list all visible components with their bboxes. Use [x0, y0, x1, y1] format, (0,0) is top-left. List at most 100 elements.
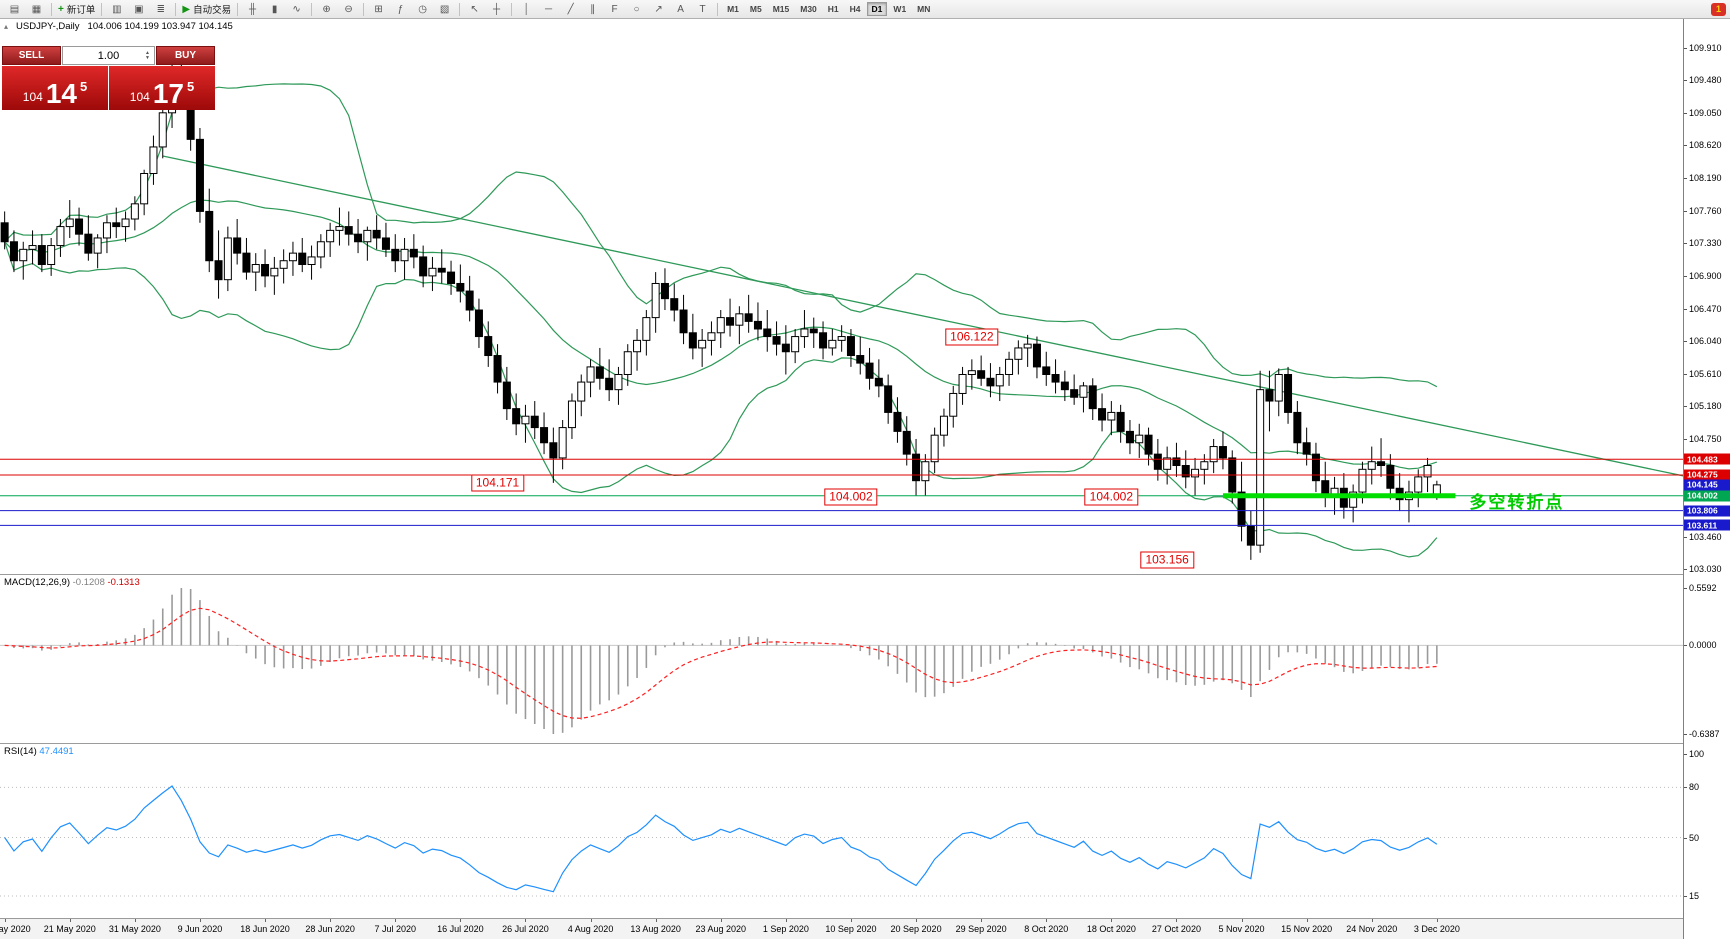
line-chart-button[interactable]: ∿	[286, 2, 307, 17]
market-watch-button[interactable]: ▥	[106, 2, 127, 17]
horizontal-line-objects	[0, 458, 1683, 526]
turning-point-label[interactable]: 多空转折点	[1469, 493, 1565, 513]
bar-chart-button[interactable]: ╫	[242, 2, 263, 17]
trendline-button[interactable]: ╱	[560, 2, 581, 17]
scale-tick-mark	[1684, 80, 1687, 82]
tile-windows-button[interactable]: ⊞	[368, 2, 389, 17]
price-box-103.806: 103.806	[1684, 505, 1730, 517]
price-tick-label: 103.030	[1689, 564, 1722, 575]
tf-h1-button[interactable]: H1	[827, 4, 839, 14]
notifications-badge[interactable]: 1	[1711, 2, 1726, 16]
zoom-out-button[interactable]: ⊖	[338, 2, 359, 17]
volume-up-icon[interactable]: ▲	[145, 49, 150, 56]
price-tick-label: 106.040	[1689, 336, 1722, 347]
tf-m30-button[interactable]: M30	[800, 4, 817, 14]
tf-w1-button[interactable]: W1	[893, 4, 907, 14]
equidistant-channel-button[interactable]: ∥	[582, 2, 603, 17]
sell-button[interactable]: SELL	[2, 46, 61, 65]
rsi-pane	[0, 785, 1683, 897]
zoom-in-button[interactable]: ⊕	[316, 2, 337, 17]
indicators-icon: ƒ	[397, 3, 404, 15]
horizontal-line-button[interactable]: ─	[538, 2, 559, 17]
price-tick-label: 105.610	[1689, 368, 1722, 379]
time-tick-mark	[981, 919, 983, 922]
time-tick-label: 1 Sep 2020	[762, 924, 809, 934]
price-annotation-104.002[interactable]: 104.002	[1084, 488, 1139, 506]
bid-pips: 14	[45, 78, 77, 109]
price-scale[interactable]: 109.910 109.480 109.050 108.620 108.190 107.7…	[1683, 18, 1730, 939]
new-chart-button[interactable]: ▤	[4, 2, 25, 17]
scale-tick-mark	[1684, 837, 1687, 839]
price-tick-label: 106.470	[1689, 303, 1722, 314]
vertical-line-button[interactable]: │	[516, 2, 537, 17]
periods-icon: ◷	[418, 3, 427, 15]
arrow-tools-button[interactable]: ↗	[648, 2, 669, 17]
price-annotation-104.171[interactable]: 104.171	[470, 474, 525, 492]
toolbar-separator	[363, 2, 365, 16]
time-tick-label: 9 Jun 2020	[177, 924, 223, 934]
scale-tick-mark	[1684, 112, 1687, 114]
price-box-104.275: 104.275	[1684, 469, 1730, 481]
templates-button[interactable]: ▧	[434, 2, 455, 17]
volume-down-icon[interactable]: ▼	[145, 54, 150, 61]
scale-tick-mark	[1684, 588, 1687, 589]
scale-tick-mark	[1684, 308, 1687, 310]
price-annotation-103.156[interactable]: 103.156	[1140, 551, 1194, 569]
time-axis[interactable]: 12 May 2020 21 May 2020 31 May 2020 9 Jun 2…	[0, 919, 1683, 939]
tf-d1-button[interactable]: D1	[866, 2, 888, 16]
data-window-button[interactable]: ▣	[128, 2, 149, 17]
macd-main-value: -0.1208	[72, 577, 105, 588]
toolbar-separator	[511, 2, 513, 16]
tf-h4-button[interactable]: H4	[849, 4, 861, 14]
periods-button[interactable]: ◷	[412, 2, 433, 17]
time-tick-mark	[1241, 919, 1243, 922]
price-tick-label: 109.910	[1689, 42, 1722, 53]
buy-button[interactable]: BUY	[156, 46, 215, 65]
main-chart-pane	[0, 52, 1683, 560]
tf-m5-button[interactable]: M5	[749, 4, 762, 14]
zoom-out-icon: ⊖	[344, 3, 353, 15]
time-tick-mark	[1176, 919, 1178, 922]
time-tick-label: 27 Oct 2020	[1151, 924, 1201, 934]
macd-pane	[0, 588, 1683, 734]
price-annotation-106.122[interactable]: 106.122	[945, 328, 999, 346]
price-tick-label: 104.750	[1689, 433, 1722, 444]
time-tick-label: 26 Jul 2020	[502, 924, 549, 934]
time-tick-label: 4 Aug 2020	[567, 924, 614, 934]
text-label-button[interactable]: T	[692, 2, 713, 17]
crosshair-button[interactable]: ┼	[486, 2, 507, 17]
toolbar-separator	[717, 2, 719, 16]
navigator-button[interactable]: ≣	[150, 2, 171, 17]
time-tick-mark	[1046, 919, 1048, 922]
ask-point: 5	[186, 79, 195, 94]
tf-m1-button[interactable]: M1	[727, 4, 739, 14]
time-tick-label: 15 Nov 2020	[1281, 924, 1333, 934]
text-button[interactable]: A	[670, 2, 691, 17]
candlestick-chart-button[interactable]: ▮	[264, 2, 285, 17]
price-tick-label: 105.180	[1689, 401, 1722, 412]
pane-divider-macd[interactable]	[0, 574, 1730, 575]
volume-spin-icons[interactable]: ▲ ▼	[142, 47, 153, 64]
oneclick-collapse-icon[interactable]: ▴	[4, 22, 9, 31]
new-order-button[interactable]: + 新订单	[56, 2, 97, 17]
cursor-button[interactable]: ↖	[464, 2, 485, 17]
chart-profiles-button[interactable]: ▦	[26, 2, 47, 17]
indicators-button[interactable]: ƒ	[390, 2, 411, 17]
bid-point: 5	[79, 79, 88, 94]
volume-stepper[interactable]: 1.00 ▲ ▼	[62, 46, 155, 65]
fibonacci-button[interactable]: F	[604, 2, 625, 17]
shapes-button[interactable]: ○	[626, 2, 647, 17]
bollinger-bands	[4, 83, 1438, 558]
time-tick-mark	[850, 919, 852, 922]
time-tick-mark	[720, 919, 722, 922]
time-tick-label: 28 Jun 2020	[305, 924, 355, 934]
tf-mn-button[interactable]: MN	[917, 4, 931, 14]
time-tick-label: 12 May 2020	[0, 924, 31, 934]
pane-divider-rsi[interactable]	[0, 743, 1730, 744]
autotrading-button[interactable]: ▶ 自动交易	[180, 2, 233, 17]
tf-m15-button[interactable]: M15	[772, 4, 790, 14]
price-annotation-104.002[interactable]: 104.002	[824, 488, 878, 506]
time-tick-mark	[1111, 919, 1113, 922]
